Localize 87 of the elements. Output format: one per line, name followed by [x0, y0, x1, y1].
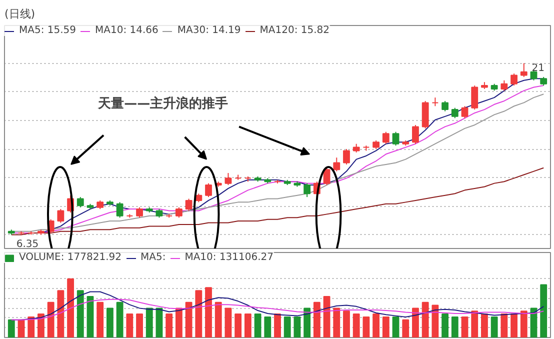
- bar: [175, 308, 182, 338]
- bar: [57, 290, 64, 338]
- candlestick: [136, 206, 143, 218]
- bar: [274, 314, 281, 338]
- bar: [136, 314, 143, 338]
- bar: [264, 316, 272, 338]
- candlestick: [185, 198, 192, 212]
- bar: [67, 278, 74, 338]
- bar: [214, 302, 222, 338]
- bar: [195, 290, 202, 338]
- annotation: 天量——主升浪的推手: [97, 95, 228, 112]
- bar: [126, 314, 134, 338]
- bar: [205, 287, 212, 338]
- candlestick: [343, 148, 350, 165]
- candlestick: [510, 73, 518, 86]
- candlestick: [304, 182, 311, 198]
- candlestick: [500, 80, 508, 92]
- candlestick: [323, 167, 330, 186]
- candlestick: [442, 100, 448, 112]
- bar: [224, 308, 232, 338]
- chart-title: (日线): [4, 8, 36, 20]
- bar: [500, 314, 508, 338]
- bar: [185, 302, 192, 338]
- bar: [362, 316, 370, 338]
- bar: [451, 316, 458, 338]
- bar: [382, 316, 390, 338]
- bar: [156, 308, 163, 338]
- candlestick: [471, 85, 478, 110]
- candlestick: [412, 124, 419, 144]
- bar: [234, 314, 242, 338]
- candlestick: [333, 157, 340, 172]
- bar: [146, 308, 153, 338]
- legend-label: MA30: 14.19: [177, 25, 241, 36]
- bar: [510, 314, 518, 338]
- bar: [116, 302, 124, 338]
- bar: [352, 314, 360, 338]
- bar: [28, 316, 35, 338]
- bar: [106, 308, 114, 338]
- legend-label: MA5: 15.59: [19, 25, 76, 36]
- bar: [38, 314, 44, 338]
- bar: [481, 314, 488, 338]
- candlestick: [57, 208, 64, 224]
- bar: [323, 296, 330, 338]
- bar: [471, 310, 478, 338]
- annotation: 21: [532, 63, 545, 74]
- bar: [392, 316, 400, 338]
- bar: [402, 319, 410, 338]
- bar: [372, 314, 380, 338]
- legend-label: MA10: 14.66: [95, 25, 158, 36]
- legend-label: MA10: 131106.27: [184, 252, 274, 263]
- candlestick: [392, 131, 400, 146]
- candlestick: [461, 106, 468, 119]
- legend-label: MA5:: [140, 252, 166, 263]
- bar: [461, 316, 468, 338]
- candlestick: [175, 206, 182, 218]
- candlestick: [76, 196, 84, 208]
- candlestick: [530, 70, 538, 81]
- bar: [96, 302, 104, 338]
- bar: [47, 302, 54, 338]
- legend-label: VOLUME: 177821.92: [19, 252, 122, 263]
- candlestick: [205, 182, 212, 198]
- candlestick: [451, 107, 458, 119]
- candlestick: [116, 202, 124, 218]
- bar: [8, 319, 15, 338]
- bar: [294, 316, 301, 338]
- bar: [86, 296, 94, 338]
- bar: [540, 284, 548, 338]
- bar: [432, 304, 439, 338]
- bar: [313, 302, 320, 338]
- bar: [284, 316, 291, 338]
- bar: [333, 308, 340, 338]
- candlestick: [382, 131, 390, 144]
- bar: [442, 314, 448, 338]
- bar: [76, 290, 84, 338]
- bar: [520, 310, 528, 338]
- bar: [343, 310, 350, 338]
- text: 6.35: [16, 238, 39, 250]
- bar: [244, 314, 252, 338]
- bar: [254, 314, 262, 338]
- legend-label: MA120: 15.82: [260, 25, 330, 36]
- bar: [412, 308, 419, 338]
- bar: [422, 302, 429, 338]
- bar: [166, 314, 173, 338]
- candlestick: [224, 172, 232, 186]
- bar: [490, 316, 498, 338]
- candlestick: [520, 62, 528, 78]
- bar: [304, 308, 311, 338]
